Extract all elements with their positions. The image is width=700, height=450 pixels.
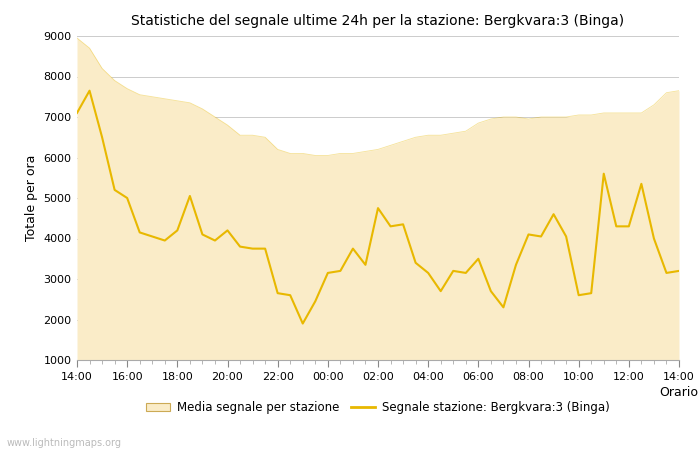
Legend: Media segnale per stazione, Segnale stazione: Bergkvara:3 (Binga): Media segnale per stazione, Segnale staz… <box>141 396 615 419</box>
Text: www.lightningmaps.org: www.lightningmaps.org <box>7 438 122 448</box>
Y-axis label: Totale per ora: Totale per ora <box>25 155 38 241</box>
Title: Statistiche del segnale ultime 24h per la stazione: Bergkvara:3 (Binga): Statistiche del segnale ultime 24h per l… <box>132 14 624 28</box>
X-axis label: Orario: Orario <box>659 386 699 399</box>
